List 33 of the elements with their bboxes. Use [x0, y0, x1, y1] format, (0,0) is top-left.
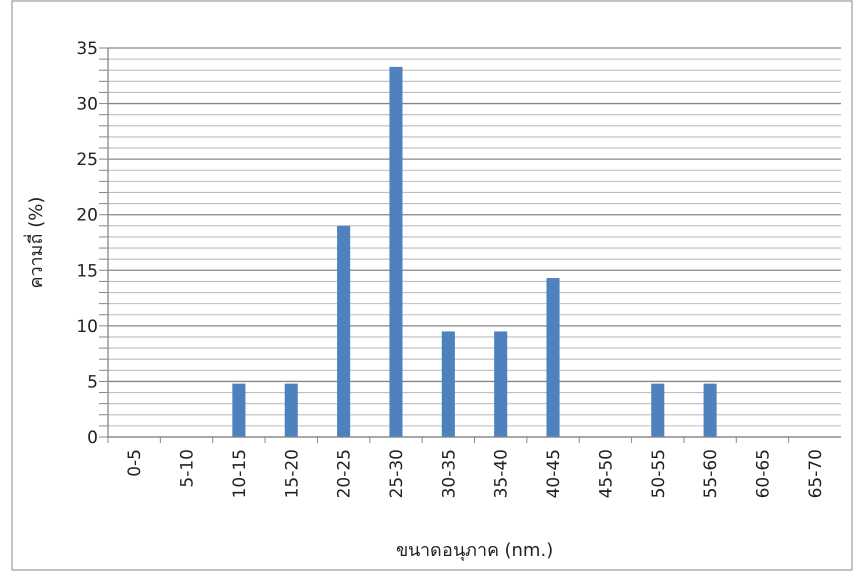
x-tick-label: 30-35 — [439, 449, 460, 498]
y-tick-label: 30 — [76, 94, 98, 115]
x-tick-label: 65-70 — [806, 449, 826, 498]
bar — [442, 331, 455, 437]
bar — [494, 331, 508, 437]
x-tick-label: 25-30 — [386, 449, 407, 498]
bar — [546, 278, 560, 437]
bar — [651, 384, 664, 437]
x-tick-label: 10-15 — [230, 449, 250, 498]
x-tick-label: 15-20 — [282, 449, 302, 498]
x-tick-label: 40-45 — [544, 449, 564, 498]
bar — [337, 226, 350, 437]
x-tick-label: 45-50 — [596, 449, 616, 498]
x-tick-label: 60-65 — [753, 449, 774, 498]
y-axis-title: ความถี่ (%) — [23, 196, 47, 288]
x-tick-label: 5-10 — [178, 449, 198, 488]
x-tick-label: 55-60 — [701, 449, 722, 498]
y-tick-label: 15 — [76, 261, 98, 282]
x-axis-title: ขนาดอนุภาค (nm.) — [396, 540, 554, 561]
y-tick-label: 0 — [87, 428, 98, 448]
x-tick-label: 20-25 — [334, 449, 355, 498]
x-tick-label: 35-40 — [492, 449, 512, 498]
y-tick-label: 25 — [76, 150, 98, 170]
y-tick-label: 10 — [76, 316, 98, 337]
bar — [704, 384, 717, 437]
bar — [232, 384, 246, 437]
y-tick-label: 20 — [76, 206, 98, 226]
y-tick-label: 5 — [87, 372, 98, 392]
x-tick-label: 50-55 — [648, 449, 669, 498]
bar — [389, 66, 403, 437]
x-tick-label: 0-5 — [125, 449, 146, 477]
y-tick-label: 35 — [76, 39, 98, 59]
bar — [284, 384, 298, 437]
